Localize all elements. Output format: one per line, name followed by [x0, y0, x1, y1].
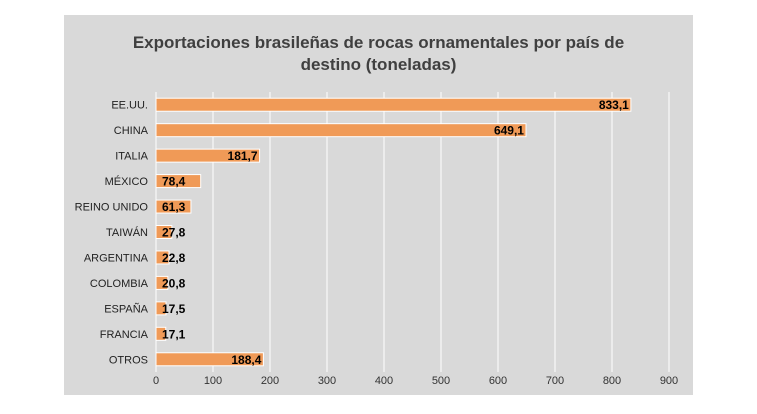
x-axis-tick-labels: 0 100 200 300 400 500 600 700 800 900: [153, 375, 678, 387]
x-tick-label-0: 0: [153, 375, 159, 387]
bar-8: [155, 301, 167, 316]
bar-5: [155, 225, 173, 239]
data-label-7: 20,8: [162, 276, 186, 290]
gridlines: [155, 92, 670, 372]
x-tick-label-200: 200: [261, 375, 279, 387]
category-labels: EE.UU. CHINA ITALIA MÉXICO REINO UNIDO TAIWÁN…: [75, 100, 149, 367]
bar-9: [155, 326, 167, 341]
bar-10: [155, 352, 264, 367]
bar-chart: Exportaciones brasileñas de rocas orname…: [64, 15, 693, 395]
x-tick-label-600: 600: [489, 375, 507, 387]
data-label-0: 833,1: [599, 98, 629, 112]
chart-panel: Exportaciones brasileñas de rocas orname…: [64, 15, 693, 395]
bar-0: [155, 97, 632, 112]
data-label-8: 17,5: [162, 302, 186, 316]
bars: [155, 97, 632, 367]
x-tick-label-900: 900: [660, 375, 678, 387]
data-label-5: 27,8: [162, 226, 186, 240]
data-label-3: 78,4: [162, 175, 186, 189]
x-tick-label-500: 500: [432, 375, 450, 387]
category-label-6: ARGENTINA: [84, 252, 149, 264]
data-label-4: 61,3: [162, 200, 186, 214]
category-label-9: FRANCIA: [100, 329, 149, 341]
category-label-7: COLOMBIA: [90, 278, 149, 290]
bar-6: [155, 250, 170, 265]
bar-4: [155, 199, 192, 214]
bar-7: [155, 275, 169, 290]
category-label-0: EE.UU.: [111, 100, 148, 112]
x-tick-label-700: 700: [546, 375, 564, 387]
x-tick-label-400: 400: [375, 375, 393, 387]
bar-1: [155, 123, 527, 138]
category-label-8: ESPAÑA: [104, 302, 148, 315]
category-label-2: ITALIA: [115, 151, 148, 163]
bar-3: [155, 174, 202, 189]
category-label-4: REINO UNIDO: [75, 202, 149, 214]
data-label-9: 17,1: [162, 327, 186, 341]
x-tick-label-300: 300: [318, 375, 336, 387]
data-label-6: 22,8: [162, 251, 186, 265]
x-tick-label-100: 100: [204, 375, 222, 387]
category-label-1: CHINA: [114, 125, 149, 137]
category-label-5: TAIWÁN: [106, 226, 148, 239]
category-label-10: OTROS: [109, 354, 148, 366]
data-label-1: 649,1: [494, 124, 524, 138]
data-label-2: 181,7: [228, 149, 258, 163]
chart-title-line-2: destino (toneladas): [301, 55, 457, 74]
category-label-3: MÉXICO: [105, 175, 149, 188]
x-tick-label-800: 800: [603, 375, 621, 387]
data-label-10: 188,4: [231, 353, 261, 367]
data-labels: 833,1 649,1 181,7 78,4 61,3 27,8 22,8 20,8 17,5 1…: [162, 98, 629, 367]
bar-2: [155, 148, 261, 163]
chart-title-line-1: Exportaciones brasileñas de rocas orname…: [133, 33, 624, 52]
